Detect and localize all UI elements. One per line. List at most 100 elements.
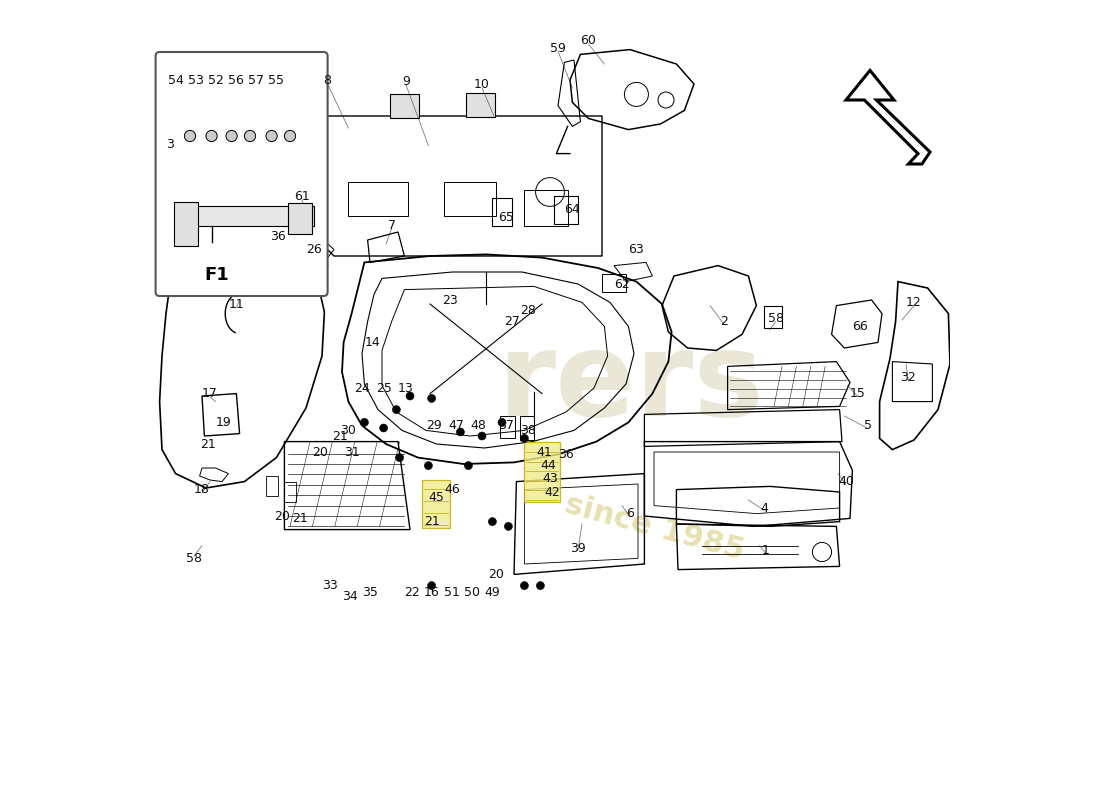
Text: 20: 20 [274, 510, 290, 522]
FancyBboxPatch shape [174, 202, 198, 246]
Text: 62: 62 [614, 278, 630, 290]
Text: 32: 32 [901, 371, 916, 384]
Text: 4: 4 [760, 502, 768, 514]
Text: 8: 8 [323, 74, 331, 86]
Polygon shape [422, 480, 450, 528]
Circle shape [520, 434, 528, 442]
Circle shape [488, 518, 496, 526]
Circle shape [361, 418, 368, 426]
Text: 58: 58 [186, 552, 202, 565]
FancyBboxPatch shape [287, 203, 311, 234]
Text: 38: 38 [519, 424, 536, 437]
Text: 17: 17 [202, 387, 218, 400]
Text: 3: 3 [166, 138, 174, 150]
Text: 12: 12 [906, 296, 922, 309]
Text: 60: 60 [581, 34, 596, 46]
Text: 15: 15 [850, 387, 866, 400]
Text: 58: 58 [768, 312, 783, 325]
Circle shape [428, 394, 436, 402]
Text: 47: 47 [449, 419, 464, 432]
Text: 23: 23 [442, 294, 458, 306]
Bar [466, 93, 495, 117]
Circle shape [406, 392, 414, 400]
Text: 31: 31 [343, 446, 360, 458]
Circle shape [379, 424, 387, 432]
Bar [764, 306, 782, 328]
Circle shape [464, 462, 472, 470]
Text: 21: 21 [293, 512, 308, 525]
Bar [390, 94, 419, 118]
Polygon shape [525, 442, 560, 502]
Circle shape [266, 130, 277, 142]
Text: 45: 45 [429, 491, 444, 504]
Circle shape [505, 522, 513, 530]
Text: 9: 9 [403, 75, 410, 88]
Bar [444, 182, 496, 216]
Text: 57: 57 [249, 74, 264, 86]
Bar [525, 190, 569, 226]
Text: 20: 20 [311, 446, 328, 458]
Bar [519, 416, 534, 440]
Text: 42: 42 [544, 486, 560, 498]
Text: 40: 40 [838, 475, 854, 488]
Text: 36: 36 [558, 448, 574, 461]
Bar [554, 196, 578, 224]
Text: 64: 64 [564, 203, 581, 216]
Text: 61: 61 [294, 190, 310, 202]
FancyBboxPatch shape [179, 206, 314, 226]
Text: 21: 21 [332, 430, 349, 442]
Text: 48: 48 [470, 419, 486, 432]
FancyBboxPatch shape [155, 52, 328, 296]
Text: 2: 2 [720, 315, 728, 328]
Text: 26: 26 [306, 243, 322, 256]
Text: 6: 6 [626, 507, 634, 520]
Text: 54: 54 [168, 74, 185, 86]
Circle shape [425, 462, 432, 470]
Text: since 1985: since 1985 [561, 490, 747, 566]
Text: 36: 36 [271, 230, 286, 242]
Text: 7: 7 [387, 219, 396, 232]
Text: 21: 21 [424, 515, 440, 528]
Circle shape [285, 130, 296, 142]
Text: 51: 51 [444, 586, 460, 598]
Text: 52: 52 [209, 74, 224, 86]
Bar [266, 476, 278, 496]
Text: 44: 44 [540, 459, 557, 472]
Circle shape [428, 582, 436, 590]
Text: 59: 59 [550, 42, 565, 54]
Circle shape [478, 432, 486, 440]
Text: 14: 14 [364, 336, 381, 349]
Circle shape [185, 130, 196, 142]
Text: 27: 27 [504, 315, 519, 328]
Text: 16: 16 [424, 586, 440, 598]
Circle shape [537, 582, 544, 590]
Text: 50: 50 [464, 586, 481, 598]
Text: 34: 34 [342, 590, 358, 602]
Text: 21: 21 [200, 438, 217, 450]
Text: 37: 37 [498, 419, 514, 432]
Text: 53: 53 [188, 74, 205, 86]
Circle shape [206, 130, 217, 142]
Text: 39: 39 [570, 542, 586, 554]
Bar [602, 274, 626, 292]
Text: 66: 66 [852, 320, 868, 333]
Text: 28: 28 [519, 304, 536, 317]
Text: 56: 56 [228, 74, 243, 86]
Circle shape [498, 418, 506, 426]
Polygon shape [846, 70, 929, 164]
Text: 20: 20 [487, 568, 504, 581]
Circle shape [520, 582, 528, 590]
Bar [285, 482, 296, 502]
Text: 55: 55 [268, 74, 285, 86]
Text: 46: 46 [444, 483, 460, 496]
Text: 13: 13 [398, 382, 414, 394]
Circle shape [456, 428, 464, 436]
Text: 22: 22 [405, 586, 420, 598]
Text: 10: 10 [474, 78, 490, 90]
Circle shape [244, 130, 255, 142]
Text: 18: 18 [194, 483, 210, 496]
Bar [349, 182, 408, 216]
Circle shape [396, 454, 404, 462]
Text: 30: 30 [341, 424, 356, 437]
Text: 24: 24 [354, 382, 370, 394]
